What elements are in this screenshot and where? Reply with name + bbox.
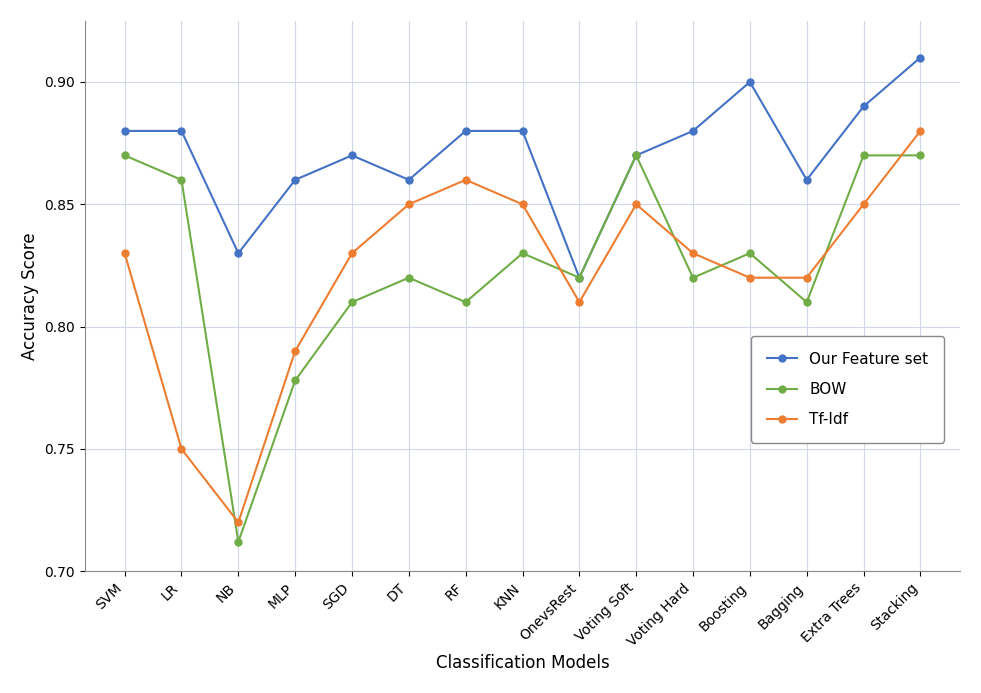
Our Feature set: [403, 176, 415, 184]
Tf-Idf: [176, 445, 187, 453]
BOW: [119, 151, 130, 159]
X-axis label: Classification Models: Classification Models: [436, 654, 609, 672]
Tf-Idf: [346, 249, 358, 257]
Tf-Idf: [232, 518, 244, 527]
BOW: [289, 376, 301, 385]
Our Feature set: [857, 103, 869, 111]
BOW: [346, 298, 358, 306]
BOW: [574, 274, 586, 282]
BOW: [517, 249, 529, 257]
Tf-Idf: [460, 176, 472, 184]
BOW: [687, 274, 698, 282]
BOW: [232, 538, 244, 546]
Our Feature set: [800, 176, 812, 184]
Tf-Idf: [687, 249, 698, 257]
BOW: [914, 151, 926, 159]
Our Feature set: [517, 127, 529, 135]
Y-axis label: Accuracy Score: Accuracy Score: [21, 232, 39, 360]
BOW: [857, 151, 869, 159]
Our Feature set: [914, 53, 926, 62]
Our Feature set: [346, 151, 358, 159]
Our Feature set: [119, 127, 130, 135]
Tf-Idf: [517, 200, 529, 209]
Tf-Idf: [744, 274, 755, 282]
Tf-Idf: [631, 200, 643, 209]
Tf-Idf: [119, 249, 130, 257]
Our Feature set: [289, 176, 301, 184]
Line: Tf-Idf: Tf-Idf: [122, 128, 924, 526]
Our Feature set: [460, 127, 472, 135]
BOW: [403, 274, 415, 282]
Tf-Idf: [857, 200, 869, 209]
Our Feature set: [232, 249, 244, 257]
BOW: [460, 298, 472, 306]
BOW: [176, 176, 187, 184]
Line: BOW: BOW: [122, 152, 924, 545]
BOW: [800, 298, 812, 306]
Tf-Idf: [403, 200, 415, 209]
Line: Our Feature set: Our Feature set: [122, 54, 924, 281]
Legend: Our Feature set, BOW, Tf-Idf: Our Feature set, BOW, Tf-Idf: [751, 336, 944, 443]
BOW: [744, 249, 755, 257]
Tf-Idf: [574, 298, 586, 306]
Our Feature set: [631, 151, 643, 159]
Our Feature set: [744, 78, 755, 86]
Our Feature set: [574, 274, 586, 282]
Tf-Idf: [289, 347, 301, 356]
Our Feature set: [687, 127, 698, 135]
Our Feature set: [176, 127, 187, 135]
Tf-Idf: [800, 274, 812, 282]
Tf-Idf: [914, 127, 926, 135]
BOW: [631, 151, 643, 159]
